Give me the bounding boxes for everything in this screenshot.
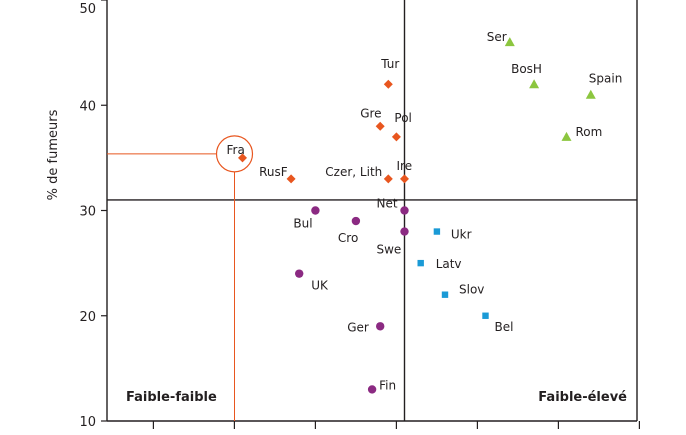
point-label: Cro [338,231,358,245]
point-label: Slov [459,283,484,297]
point-label: Ire [397,159,413,173]
quadrant-label-bottom-right: Faible-élevé [538,390,627,405]
y-tick-label: 30 [79,205,96,220]
point-label: Fin [379,378,396,392]
point-diamond [383,174,393,184]
point-diamond [383,79,393,89]
point-label: Ser [487,30,507,44]
point-label: Rom [576,125,603,139]
point-labels: Fra RusF Tur Gre Pol Czer, Lith Ire Bul Cro Net Sw… [227,30,623,392]
point-circle [351,216,361,226]
point-circle [295,269,304,278]
point-triangle [585,89,596,99]
point-circle [400,206,409,215]
point-circle [367,385,377,394]
point-square [482,312,489,319]
point-diamond [391,132,401,142]
point-label: RusF [259,165,288,179]
highlight-circle [215,135,254,173]
point-label: Bul [293,217,312,231]
point-circle [311,206,320,215]
y-tick-label: 20 [79,310,96,325]
point-label: UK [311,279,329,293]
quadrant-label-bottom-left: Faible-faible [126,390,217,405]
axes: 10 20 30 40 50 [79,0,641,430]
point-label: Czer, Lith [325,165,382,179]
y-axis-label: % de fumeurs [46,109,61,200]
point-label: Bel [495,320,514,334]
point-label: Gre [360,106,381,120]
point-diamond [238,153,247,163]
y-tick-label: 10 [79,415,96,430]
point-diamond [375,121,385,131]
point-diamond [286,174,296,184]
point-triangle [504,37,515,47]
y-tick-label: 50 [79,2,96,17]
point-circle [376,322,385,331]
point-label: Latv [436,257,462,271]
point-triangle [529,79,540,89]
point-label: Ger [347,320,369,334]
y-tick-label: 40 [79,99,96,114]
point-square [417,259,424,267]
point-label: BosH [511,62,542,76]
highlight-marker [107,135,254,421]
point-circle [400,227,409,236]
point-label: Fra [227,143,245,157]
data-points [238,37,596,394]
point-triangle [561,131,572,141]
point-label: Ukr [451,228,472,242]
point-label: Swe [377,243,402,257]
point-label: Pol [394,111,411,125]
point-square [433,228,441,235]
point-label: Spain [589,72,623,86]
quadrant-dividers [107,0,637,421]
point-label: Tur [380,57,399,71]
point-label: Net [377,197,398,211]
point-diamond [400,174,409,184]
point-square [441,291,449,298]
